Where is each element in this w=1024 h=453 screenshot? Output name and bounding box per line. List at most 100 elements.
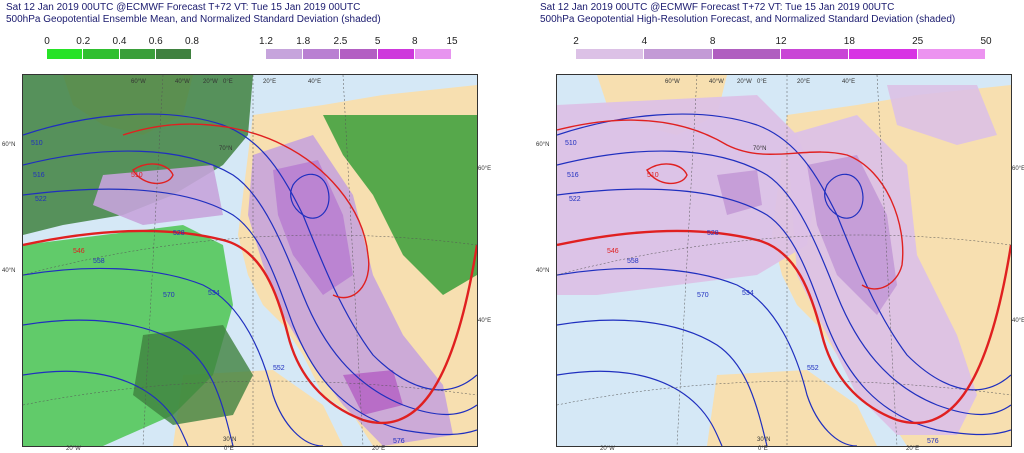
lat-label: 40°E xyxy=(1012,318,1024,324)
red-contours xyxy=(23,123,477,425)
lon-label: 0°E xyxy=(757,79,767,85)
colorbar-swatch xyxy=(266,49,304,59)
lon-label: 60°W xyxy=(131,79,146,85)
lon-label: 20°W xyxy=(66,446,81,452)
purple-shading xyxy=(807,155,897,315)
colorbar-swatch xyxy=(917,49,986,59)
contour-label: 570 xyxy=(697,292,709,299)
right-map: 510 516 522 528 534 546 558 570 576 510 … xyxy=(556,74,1012,447)
contour-label: 552 xyxy=(807,365,819,372)
contour-line xyxy=(23,188,477,436)
purple-shading xyxy=(343,370,403,415)
contour-label: 528 xyxy=(173,230,185,237)
contour-label: 516 xyxy=(33,172,45,179)
scale-tick: 5 xyxy=(374,36,381,47)
contour-line xyxy=(23,319,234,446)
lat-label: 60°E xyxy=(478,166,492,172)
contour-line xyxy=(132,163,174,185)
contour-line xyxy=(824,173,864,219)
contour-line xyxy=(23,150,477,416)
contour-line xyxy=(23,370,189,446)
right-title-line1: Sat 12 Jan 2019 00UTC @ECMWF Forecast T+… xyxy=(540,2,895,13)
scale-tick: 1.8 xyxy=(296,36,311,47)
contour-label: 522 xyxy=(569,196,581,203)
contour-line xyxy=(557,267,858,446)
contour-label: 528 xyxy=(707,230,719,237)
left-map: 510 516 522 528 534 546 558 570 576 510 … xyxy=(22,74,478,447)
lon-label: 20°E xyxy=(263,79,276,85)
purple-shading xyxy=(93,165,223,225)
colorbar-swatch xyxy=(712,49,781,59)
lon-label: 20°E xyxy=(797,79,810,85)
lat-label: 30°N xyxy=(757,437,770,443)
contour-label: 534 xyxy=(208,290,220,297)
contour-label: 552 xyxy=(273,365,285,372)
contour-label: 510 xyxy=(31,140,43,147)
height-contours xyxy=(23,113,477,446)
colorbar-swatch xyxy=(414,49,453,59)
scale-tick: 0.4 xyxy=(112,36,127,47)
scale-tick: 8 xyxy=(709,36,716,47)
lon-label: 0°E xyxy=(758,446,768,452)
scale-tick: 18 xyxy=(843,36,855,47)
graticule xyxy=(23,75,477,446)
left-purple-colorbar: 1.2 1.8 2.5 5 8 15 xyxy=(259,36,458,62)
lat-label: 40°N xyxy=(536,268,550,274)
lon-label: 60°W xyxy=(665,79,680,85)
contour-label: 510 xyxy=(131,172,143,179)
scale-tick: 0.2 xyxy=(76,36,91,47)
lat-label: 70°N xyxy=(753,146,766,152)
scale-tick: 15 xyxy=(446,36,458,47)
scale-tick: 2 xyxy=(573,36,579,47)
lon-label: 20°W xyxy=(737,79,752,85)
colorbar-swatch xyxy=(377,49,415,59)
colorbar-swatch xyxy=(644,49,713,59)
contour-label: 516 xyxy=(567,172,579,179)
green-shading xyxy=(23,75,253,235)
contour-line xyxy=(23,229,477,425)
lat-label: 40°N xyxy=(2,268,16,274)
lat-label: 60°E xyxy=(1012,166,1024,172)
contour-label: 522 xyxy=(35,196,47,203)
contour-line xyxy=(290,173,330,219)
lon-label: 40°W xyxy=(709,79,724,85)
left-map-panel: Sat 12 Jan 2019 00UTC @ECMWF Forecast T+… xyxy=(0,0,492,453)
scale-tick: 0 xyxy=(44,36,50,47)
lon-label: 40°W xyxy=(175,79,190,85)
contour-line xyxy=(557,370,723,446)
contour-line xyxy=(23,267,324,446)
contour-line xyxy=(122,123,370,299)
green-shading xyxy=(133,325,253,425)
contour-label: 546 xyxy=(607,248,619,255)
left-map-svg: 510 516 522 528 534 546 558 570 576 510 … xyxy=(23,75,477,446)
lat-label: 60°N xyxy=(536,142,550,148)
contour-label: 534 xyxy=(742,290,754,297)
colorbar-swatch xyxy=(119,49,156,59)
scale-tick: 12 xyxy=(775,36,787,47)
contour-line xyxy=(646,163,688,185)
scale-tick: 25 xyxy=(912,36,924,47)
right-map-svg: 510 516 522 528 534 546 558 570 576 510 … xyxy=(557,75,1011,446)
contour-line xyxy=(557,229,1011,425)
right-map-panel: Sat 12 Jan 2019 00UTC @ECMWF Forecast T+… xyxy=(534,0,1024,453)
colorbar-swatch xyxy=(340,49,378,59)
right-colorbar: 2 4 8 12 18 25 50 xyxy=(573,36,992,62)
purple-shading xyxy=(273,160,353,295)
lon-label: 40°E xyxy=(308,79,321,85)
right-title-line2: 500hPa Geopotential High-Resolution Fore… xyxy=(540,14,956,25)
scale-tick: 0.8 xyxy=(185,36,199,47)
contour-label: 576 xyxy=(927,438,939,445)
left-title-line1: Sat 12 Jan 2019 00UTC @ECMWF Forecast T+… xyxy=(6,2,361,13)
contour-label: 558 xyxy=(627,258,639,265)
left-green-colorbar: 0 0.2 0.4 0.6 0.8 xyxy=(44,36,199,62)
red-contours xyxy=(557,119,1011,425)
colorbar-swatch xyxy=(780,49,850,59)
scale-tick: 1.2 xyxy=(259,36,273,47)
colorbar-swatch xyxy=(155,49,192,59)
purple-shading xyxy=(717,170,762,215)
contour-label: 510 xyxy=(647,172,659,179)
lon-label: 20°E xyxy=(906,446,920,452)
lat-label: 70°N xyxy=(219,146,232,152)
purple-shading xyxy=(887,85,997,145)
height-contours xyxy=(557,113,1011,446)
